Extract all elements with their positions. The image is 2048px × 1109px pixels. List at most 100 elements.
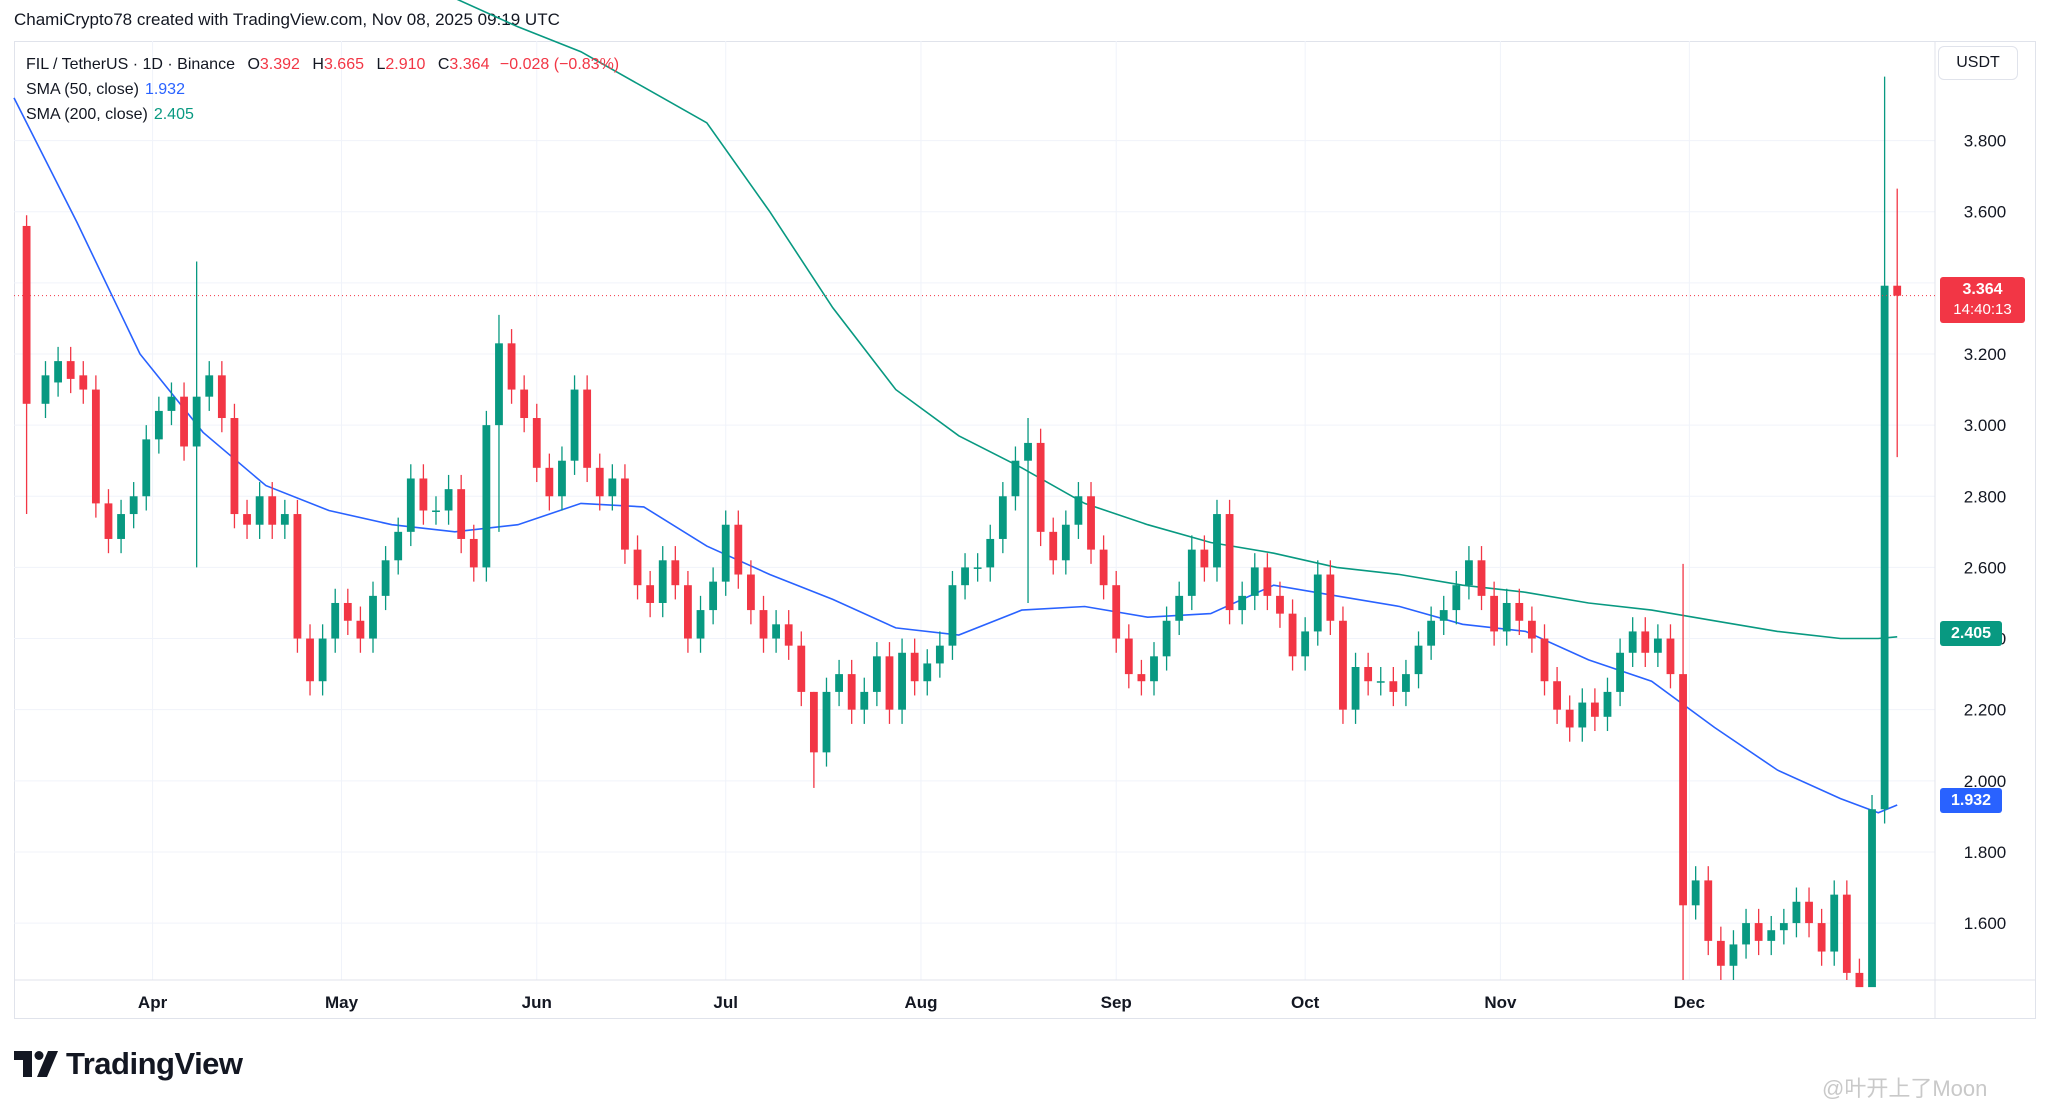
candle-body — [1263, 567, 1272, 596]
candle-body — [1792, 901, 1801, 924]
candle-body — [1704, 880, 1713, 941]
brand-name: TradingView — [66, 1046, 243, 1081]
price-tick-label: 2.000 — [1964, 772, 2007, 791]
candle-body — [117, 514, 125, 539]
candle-body — [1590, 702, 1599, 717]
candle-body — [595, 467, 604, 497]
close-value: 3.364 — [449, 56, 490, 73]
candle-body — [608, 478, 617, 497]
candle-body — [255, 496, 264, 525]
open-value: 3.392 — [259, 56, 300, 73]
sma200-series — [456, 0, 1898, 640]
symbol-label[interactable]: FIL / TetherUS · 1D · Binance — [26, 56, 235, 73]
candle-body — [129, 496, 138, 515]
candle-body — [684, 585, 692, 639]
candle-body — [1679, 674, 1687, 906]
candle-body — [1616, 652, 1624, 692]
sma50-line — [13, 97, 1898, 814]
sma50-price-tag: 1.932 — [1940, 788, 2002, 813]
candle-body — [520, 389, 529, 419]
candle-body — [923, 663, 932, 682]
legend-symbol-row[interactable]: FIL / TetherUS · 1D · Binance O3.392 H3.… — [26, 52, 619, 77]
candle-body — [1099, 549, 1108, 586]
chart-attribution: ChamiCrypto78 created with TradingView.c… — [14, 10, 560, 29]
legend-sma200-row[interactable]: SMA (200, close) 2.405 — [26, 102, 619, 127]
candle-body — [280, 514, 289, 525]
sma200-value: 2.405 — [153, 106, 194, 123]
price-axis[interactable]: 1.6001.8002.0002.2002.4002.6002.8003.000… — [1964, 132, 2007, 934]
candle-body — [797, 645, 806, 692]
candle-body — [1666, 638, 1675, 675]
candle-body — [1893, 285, 1902, 296]
candle-body — [1754, 923, 1763, 941]
sma50-value: 1.932 — [144, 81, 185, 98]
low-value: 2.910 — [385, 56, 426, 73]
candle-body — [721, 524, 730, 582]
candle-body — [1868, 809, 1876, 988]
high-label: H — [312, 56, 324, 73]
candle-body — [1452, 585, 1461, 611]
legend-sma50-row[interactable]: SMA (50, close) 1.932 — [26, 77, 619, 102]
candle-body — [444, 489, 453, 511]
candle-body — [1175, 595, 1184, 621]
candle-body — [180, 396, 188, 447]
price-tick-label: 1.600 — [1964, 914, 2007, 933]
candle-body — [1036, 442, 1045, 532]
candle-body — [1502, 602, 1511, 632]
sma50-label[interactable]: SMA (50, close) — [26, 81, 139, 98]
candle-body — [1842, 894, 1851, 973]
chart-pane[interactable] — [14, 41, 2036, 1019]
candle-body — [784, 624, 793, 646]
candle-body — [1578, 702, 1587, 728]
candle-body — [1276, 595, 1284, 614]
candle-body — [469, 538, 478, 568]
candle-body — [621, 478, 629, 550]
candle-body — [1024, 442, 1032, 461]
candle-body — [318, 638, 327, 682]
candle-body — [1402, 674, 1410, 692]
candle-body — [759, 610, 768, 639]
candle-body — [1427, 620, 1436, 646]
candle-body — [356, 620, 365, 639]
candle-body — [948, 585, 957, 646]
candle-body — [961, 567, 969, 586]
candle-body — [898, 652, 906, 710]
candle-body — [1817, 923, 1826, 952]
candle-body — [1049, 531, 1058, 561]
candle-body — [570, 389, 579, 461]
candle-body — [734, 524, 743, 575]
candle-body — [507, 343, 516, 390]
candle-body — [1288, 613, 1297, 657]
time-axis[interactable]: Apr May Jun Jul Aug Sep Oct Nov Dec — [138, 993, 1705, 1012]
candle-body — [1691, 880, 1700, 906]
candle-body — [1565, 709, 1574, 728]
candle-body — [1112, 585, 1121, 639]
candle-body — [41, 375, 50, 404]
candle-body — [1553, 681, 1562, 710]
candle-body — [66, 361, 75, 379]
price-tick-label: 3.000 — [1964, 416, 2007, 435]
time-tick-label: Sep — [1101, 993, 1132, 1012]
candle-body — [633, 549, 642, 586]
candle-body — [1716, 940, 1725, 966]
candle-body — [1011, 460, 1020, 497]
price-tick-label: 2.800 — [1964, 487, 2007, 506]
candle-body — [646, 585, 655, 603]
time-tick-label: Aug — [904, 993, 937, 1012]
candle-body — [268, 496, 277, 525]
candle-body — [1515, 602, 1524, 621]
candle-body — [1767, 930, 1776, 941]
price-tick-label: 3.200 — [1964, 345, 2007, 364]
currency-selector[interactable]: USDT — [1938, 46, 2018, 80]
candle-body — [192, 396, 201, 447]
sma200-label[interactable]: SMA (200, close) — [26, 106, 148, 123]
tradingview-logo-icon — [14, 1051, 58, 1077]
candle-body — [709, 581, 718, 611]
candle-body — [91, 389, 100, 504]
candle-body — [1414, 645, 1423, 675]
candle-body — [1628, 631, 1637, 653]
tradingview-brand[interactable]: TradingView — [14, 1046, 243, 1082]
candle-body — [1187, 549, 1196, 596]
change-value: −0.028 (−0.83%) — [499, 56, 620, 73]
